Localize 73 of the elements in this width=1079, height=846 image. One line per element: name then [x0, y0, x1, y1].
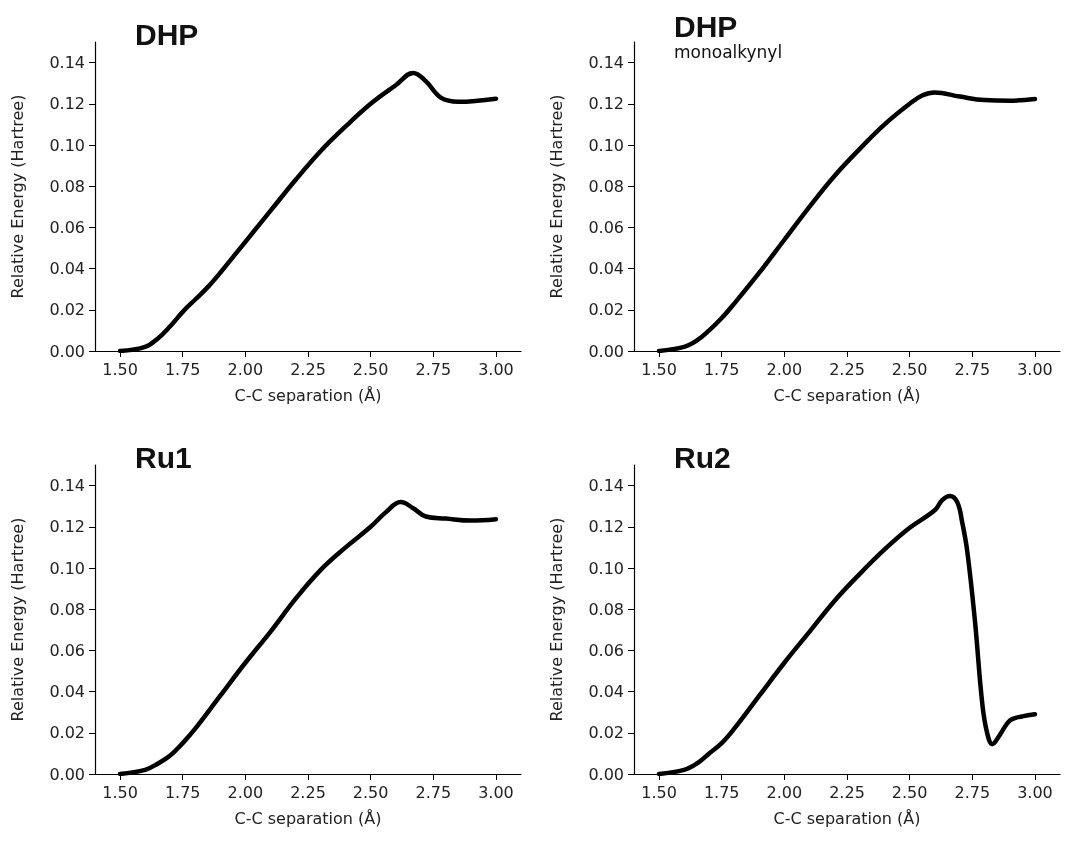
x-tick-label: 3.00: [1017, 359, 1053, 379]
y-tick-label: 0.12: [588, 517, 624, 537]
x-tick-label: 1.50: [641, 782, 677, 802]
y-tick-label: 0.04: [588, 259, 624, 279]
x-axis-title: C-C separation (Å): [773, 385, 921, 405]
y-tick-label: 0.06: [49, 640, 85, 660]
y-tick-label: 0.00: [588, 341, 624, 361]
x-axis-title: C-C separation (Å): [773, 808, 921, 828]
x-tick-label: 2.75: [415, 782, 452, 802]
y-tick-label: 0.08: [49, 176, 85, 196]
y-tick-label: 0.12: [49, 517, 85, 537]
y-tick-label: 0.10: [588, 135, 624, 155]
y-tick-label: 0.12: [49, 94, 85, 114]
y-tick-label: 0.14: [49, 53, 85, 73]
x-tick-label: 2.25: [290, 359, 326, 379]
y-tick-label: 0.14: [49, 476, 85, 496]
x-axis-title: C-C separation (Å): [234, 385, 382, 405]
y-tick-label: 0.02: [588, 723, 624, 743]
y-tick-label: 0.12: [588, 94, 624, 114]
x-tick-label: 2.00: [766, 359, 803, 379]
y-tick-label: 0.06: [49, 217, 85, 237]
chart-title: DHP: [135, 17, 199, 51]
y-tick-label: 0.00: [49, 764, 85, 784]
y-axis-title: Relative Energy (Hartree): [546, 517, 566, 722]
x-tick-label: 2.25: [829, 359, 865, 379]
y-axis-title: Relative Energy (Hartree): [546, 94, 566, 299]
x-tick-label: 1.75: [703, 359, 740, 379]
y-tick-label: 0.06: [588, 217, 624, 237]
x-tick-label: 2.75: [954, 782, 991, 802]
x-axis-title: C-C separation (Å): [234, 808, 382, 828]
x-tick-label: 2.75: [954, 359, 991, 379]
chart-title: DHP: [674, 9, 738, 43]
y-tick-label: 0.14: [588, 476, 624, 496]
y-tick-label: 0.02: [588, 300, 624, 320]
y-tick-label: 0.02: [49, 300, 85, 320]
x-tick-label: 2.50: [891, 359, 928, 379]
x-tick-label: 3.00: [1017, 782, 1053, 802]
y-tick-label: 0.10: [49, 558, 85, 578]
x-tick-label: 1.50: [102, 782, 138, 802]
x-tick-label: 2.00: [766, 782, 803, 802]
x-tick-label: 2.75: [415, 359, 452, 379]
x-tick-label: 1.75: [164, 782, 201, 802]
y-tick-label: 0.08: [588, 599, 624, 619]
x-tick-label: 2.00: [227, 782, 264, 802]
y-tick-label: 0.02: [49, 723, 85, 743]
chart-title: Ru2: [674, 440, 731, 474]
x-tick-label: 1.75: [703, 782, 740, 802]
y-axis-title: Relative Energy (Hartree): [7, 517, 27, 722]
x-tick-label: 2.25: [829, 782, 865, 802]
y-tick-label: 0.10: [49, 135, 85, 155]
y-tick-label: 0.14: [588, 53, 624, 73]
x-tick-label: 1.50: [102, 359, 138, 379]
y-tick-label: 0.00: [588, 764, 624, 784]
x-tick-label: 2.50: [352, 782, 389, 802]
y-tick-label: 0.06: [588, 640, 624, 660]
x-tick-label: 3.00: [478, 359, 514, 379]
y-axis-title: Relative Energy (Hartree): [7, 94, 27, 299]
y-tick-label: 0.04: [49, 682, 85, 702]
y-tick-label: 0.08: [588, 176, 624, 196]
y-tick-label: 0.08: [49, 599, 85, 619]
chart-title: Ru1: [135, 440, 192, 474]
x-tick-label: 2.50: [891, 782, 928, 802]
y-tick-label: 0.10: [588, 558, 624, 578]
x-tick-label: 1.50: [641, 359, 677, 379]
x-tick-label: 1.75: [164, 359, 201, 379]
x-tick-label: 3.00: [478, 782, 514, 802]
x-tick-label: 2.00: [227, 359, 264, 379]
x-tick-label: 2.50: [352, 359, 389, 379]
chart-subtitle: monoalkynyl: [674, 41, 783, 62]
y-tick-label: 0.04: [588, 682, 624, 702]
y-tick-label: 0.04: [49, 259, 85, 279]
y-tick-label: 0.00: [49, 341, 85, 361]
x-tick-label: 2.25: [290, 782, 326, 802]
